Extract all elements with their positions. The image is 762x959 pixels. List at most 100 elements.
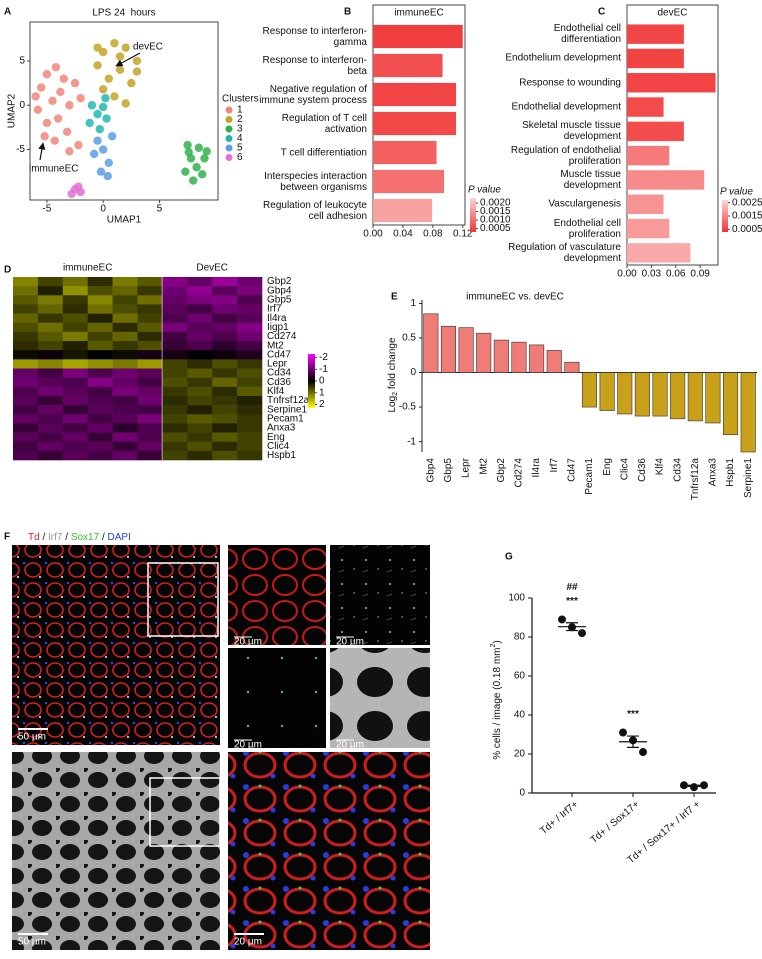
heatmap-cell — [162, 405, 188, 415]
heatmap-cell — [37, 395, 64, 406]
legend-marker — [225, 125, 233, 133]
umap-point — [33, 105, 43, 114]
error-bar — [688, 784, 700, 787]
error-bar — [627, 735, 639, 748]
heatmap-cell — [162, 341, 188, 351]
row-label: Gbp5 — [267, 295, 292, 306]
heatmap-cell — [87, 277, 113, 287]
heatmap-cell — [37, 368, 64, 378]
scale-bar-label: 20 µm — [234, 740, 262, 751]
umap-point — [183, 140, 192, 150]
heatmap-cell — [187, 295, 213, 305]
chart-title: immuneEC vs. devEC — [466, 292, 564, 303]
umap-point — [93, 109, 102, 119]
bar — [627, 48, 684, 69]
umap-point — [37, 83, 46, 92]
heatmap-cell — [13, 350, 39, 360]
heatmap-cell — [187, 304, 213, 314]
heatmap-cell — [137, 341, 163, 351]
heatmap-cell — [212, 341, 238, 351]
category-label: Response to wounding — [519, 77, 621, 89]
row-label: Clic4 — [267, 441, 290, 452]
panel-label: B — [344, 7, 351, 18]
heatmap-cell — [212, 441, 238, 452]
bar — [546, 350, 562, 373]
chart-title: LPS 24 hours — [92, 8, 155, 19]
category-label: Endothelial cell differentiation — [553, 23, 621, 46]
heatmap-cell — [112, 368, 138, 378]
heatmap-cell — [62, 377, 88, 388]
category-label: Skeletal muscle tissue development — [522, 120, 621, 143]
row-label: Gbp2 — [267, 276, 292, 287]
heatmap-cell — [62, 350, 88, 360]
legend-label: 6 — [237, 152, 243, 163]
colorbar-tick-label: -1 — [319, 364, 328, 375]
significance-label: *** — [627, 709, 639, 720]
bar — [564, 361, 580, 373]
umap-point — [65, 147, 74, 156]
heatmap-cell — [237, 405, 263, 415]
heatmap-cell — [13, 414, 39, 424]
heatmap-cell — [137, 331, 163, 342]
category-label: Regulation of T cell activation — [281, 112, 367, 135]
heatmap-cell — [62, 395, 88, 406]
bar — [373, 169, 445, 194]
x-tick-label: Serpine1 — [743, 458, 754, 498]
heatmap-cell — [37, 277, 64, 287]
heatmap-cell — [87, 405, 113, 415]
umap-point — [42, 70, 52, 79]
heatmap-cell — [112, 341, 138, 351]
data-point — [619, 728, 627, 737]
heatmap-cell — [87, 423, 113, 433]
row-label: Il4ra — [267, 313, 287, 324]
heatmap-cell — [212, 359, 238, 369]
micrograph — [12, 752, 220, 950]
heatmap-cell — [13, 341, 39, 351]
bar — [373, 140, 437, 165]
heatmap-cell — [62, 368, 88, 378]
umap-point — [98, 102, 108, 112]
x-axis-label: UMAP1 — [107, 215, 142, 226]
chart-title: devEC — [657, 8, 687, 19]
umap-point — [93, 43, 102, 52]
umap-point — [104, 158, 114, 168]
bar — [627, 170, 705, 190]
heatmap-cell — [162, 286, 188, 296]
category-label: Regulation of leukocyte cell adhesion — [263, 199, 367, 222]
heatmap-cell — [162, 395, 188, 406]
annotation-arrow — [38, 142, 46, 161]
heatmap-cell — [112, 359, 138, 369]
bar — [476, 332, 492, 373]
heatmap-cell — [162, 450, 188, 461]
heatmap-cell — [212, 432, 238, 442]
x-tick-label: Td+ / Sox17+ — [589, 799, 642, 846]
umap-point — [93, 136, 102, 145]
bar — [373, 82, 457, 107]
umap-point — [67, 189, 76, 199]
umap-point — [96, 167, 106, 176]
heatmap-cell — [37, 414, 64, 424]
heatmap-cell — [87, 304, 113, 314]
heatmap-cell — [212, 350, 238, 360]
heatmap-cell — [187, 359, 213, 369]
heatmap-cell — [237, 295, 263, 305]
bar — [529, 344, 545, 373]
x-tick-label: Hspb1 — [725, 458, 736, 487]
bar — [723, 372, 739, 436]
heatmap-cell — [62, 304, 88, 314]
x-tick-label: Gbp5 — [443, 458, 454, 483]
heatmap-cell — [37, 432, 64, 442]
umap-point — [102, 114, 111, 123]
bar — [511, 341, 527, 373]
heatmap-cell — [137, 386, 163, 397]
heatmap-cell — [212, 386, 238, 397]
y-tick-label: 0 — [410, 367, 416, 378]
legend-marker — [225, 144, 233, 152]
colorbar-title: P value — [720, 187, 753, 198]
heatmap-cell — [112, 395, 138, 406]
bar — [634, 372, 650, 417]
bar — [627, 121, 684, 142]
bar — [652, 372, 668, 417]
umap-point — [62, 127, 72, 137]
heatmap-cell — [137, 450, 163, 461]
